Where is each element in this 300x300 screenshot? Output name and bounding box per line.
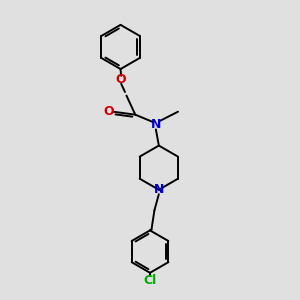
Text: Cl: Cl bbox=[143, 274, 157, 287]
Text: N: N bbox=[151, 118, 161, 131]
Text: O: O bbox=[103, 105, 114, 118]
Text: O: O bbox=[115, 73, 126, 86]
Text: N: N bbox=[154, 183, 164, 196]
